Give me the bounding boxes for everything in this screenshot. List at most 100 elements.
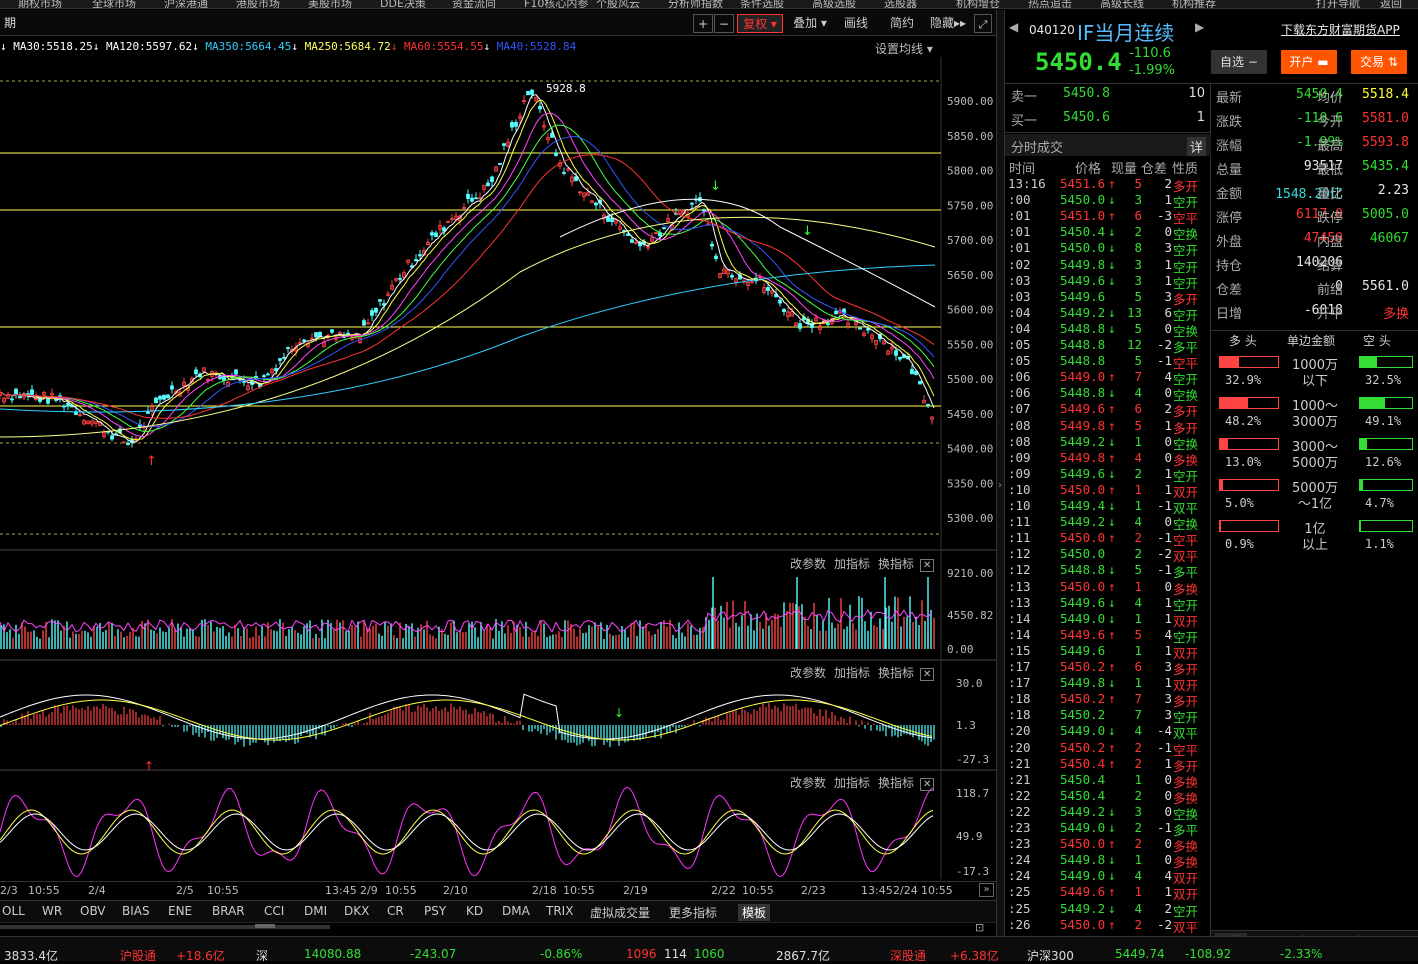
kline-chart-svg: 5900.00 5850.00 5800.00 5750.00 5700.00 5650.… [0,57,996,879]
switch-indicator-button[interactable]: 换指标 [878,776,915,790]
menu-item-13[interactable]: 机构增仓 [956,0,1000,9]
tick-oi: 1 [1164,256,1172,272]
ma350-line [0,264,936,413]
menu-item-14[interactable]: 热点追击 [1028,0,1072,9]
tick-volume: 2 [1134,465,1142,481]
tick-price: 5450.0 [1060,192,1106,208]
close-panel-icon[interactable]: ✕ [920,778,935,791]
tick-volume: 3 [1134,192,1142,208]
yincang-button[interactable]: 隐藏▸▸ [929,16,967,30]
tick-oi: 0 [1164,771,1172,787]
download-app-link[interactable]: 下载东方财富期货APP [1281,23,1400,37]
next-instrument-icon[interactable]: ▶ [1195,20,1205,34]
zoom-out-button[interactable]: − [714,14,734,33]
menu-item-6[interactable]: 资金流向 [452,0,496,9]
chart-scrollbar[interactable]: ⊡ [0,921,996,936]
indicator-tab[interactable]: DMA [502,904,530,918]
menu-item-8[interactable]: 个股风云 [596,0,640,9]
indicator-tab[interactable]: BRAR [212,904,245,918]
short-pct: 4.7% [1365,496,1394,510]
indicator-tab[interactable]: CR [387,904,404,918]
modify-params-button[interactable]: 改参数 [790,557,827,571]
menu-item-9[interactable]: 分析师指数 [668,0,723,9]
menu-item-17[interactable]: 打开导航 [1316,0,1360,9]
diejia-button[interactable]: 叠加 ▾ [793,16,827,30]
indicator-tab[interactable]: OBV [80,904,106,918]
switch-indicator-button[interactable]: 换指标 [878,666,915,680]
indicator-tab[interactable]: KD [466,904,484,918]
menu-item-4[interactable]: 美股市场 [308,0,352,9]
zixuan-button[interactable]: 自选 − [1211,50,1267,74]
price-tick-label: 5800.00 [947,165,993,178]
jianyue-button[interactable]: 简约 [889,16,914,30]
long-bar [1219,356,1279,368]
tick-volume: 1 [1134,610,1142,626]
indicator-tab[interactable]: PSY [424,904,447,918]
date-tick: 10:55 [385,884,417,897]
candle-body [734,278,738,283]
indicator-tab[interactable]: DMI [304,904,328,918]
fuquan-button[interactable]: 复权 ▾ [737,14,783,33]
ma-label: MA350:5664.45 [205,40,292,53]
indicator-tab[interactable]: 模板 [738,904,771,921]
close-panel-icon[interactable]: ✕ [920,668,935,681]
menu-item-15[interactable]: 高级长线 [1100,0,1144,9]
tick-row: :18 5450.2 ↑ 7 3 多开 [1004,691,1210,709]
tick-row: :12 5450.0 2 -2 双平 [1004,546,1210,564]
collapse-icon[interactable]: › [998,480,1002,491]
indicator-tab[interactable]: ENE [168,904,193,918]
huaxian-button[interactable]: 画线 [843,16,868,30]
tick-arrow-icon: ↓ [1108,852,1116,868]
kaihu-button[interactable]: 开户 ▬ [1281,50,1337,74]
ticks-detail-button[interactable]: 详 [1187,137,1207,156]
tick-oi: 2 [1164,176,1172,191]
add-indicator-button[interactable]: 加指标 [834,557,871,571]
prev-instrument-icon[interactable]: ◀ [1009,20,1019,34]
tick-row: :05 5448.8 5 -1 空平 [1004,353,1210,371]
tick-time: :09 [1008,449,1031,465]
indicator-tab[interactable]: 虚拟成交量 [590,906,651,920]
settings-ma-link[interactable]: 设置均线 ▾ [875,42,933,56]
zoom-in-button[interactable]: + [693,14,713,33]
add-indicator-button[interactable]: 加指标 [834,776,871,790]
splitter[interactable]: › [996,10,1004,936]
add-indicator-button[interactable]: 加指标 [834,666,871,680]
candle-body [338,332,342,334]
candle-body [758,276,762,279]
menu-item-2[interactable]: 沪深港通 [164,0,208,9]
export-icon[interactable]: ⊡ [975,921,985,934]
tick-price: 5449.2 [1060,900,1106,916]
scroll-right-icon[interactable]: » [979,883,994,897]
menu-item-18[interactable]: 返回 [1380,0,1402,9]
indicator-tab[interactable]: CCI [264,904,285,918]
candle-body [702,209,706,212]
close-panel-icon[interactable]: ✕ [920,559,935,572]
indicator-tab[interactable]: WR [42,904,63,918]
menu-item-0[interactable]: 期权市场 [18,0,62,9]
menu-item-7[interactable]: F10核心内参 [524,0,589,9]
cycle-selector[interactable]: 期 [3,16,16,30]
menu-item-1[interactable]: 全球市场 [92,0,136,9]
tick-time: :12 [1008,562,1031,578]
tick-oi: -1 [1156,498,1172,513]
indicator-tab[interactable]: TRIX [546,904,574,918]
menu-item-12[interactable]: 选股器 [884,0,917,9]
indicator-tab[interactable]: DKX [344,904,370,918]
modify-params-button[interactable]: 改参数 [790,666,827,680]
menu-item-11[interactable]: 高级选股 [812,0,856,9]
modify-params-button[interactable]: 改参数 [790,776,827,790]
indicator-tab[interactable]: BIAS [122,904,150,918]
fullscreen-icon[interactable]: ⤢ [974,14,992,33]
menu-item-10[interactable]: 条件选股 [740,0,784,9]
tick-oi: 1 [1164,417,1172,433]
chart-area[interactable]: 5900.00 5850.00 5800.00 5750.00 5700.00 5650.… [0,57,996,879]
quote-label: 涨停 [1216,211,1243,226]
indicator-tab[interactable]: OLL [2,904,25,918]
tick-oi: 0 [1164,385,1172,401]
switch-indicator-button[interactable]: 换指标 [878,557,915,571]
menu-item-3[interactable]: 港股市场 [236,0,280,9]
menu-item-5[interactable]: DDE决策 [380,0,426,9]
jiaoyi-button[interactable]: 交易 ⇅ [1351,50,1407,74]
indicator-tab[interactable]: 更多指标 [669,906,718,920]
menu-item-16[interactable]: 机构推荐 [1172,0,1216,9]
